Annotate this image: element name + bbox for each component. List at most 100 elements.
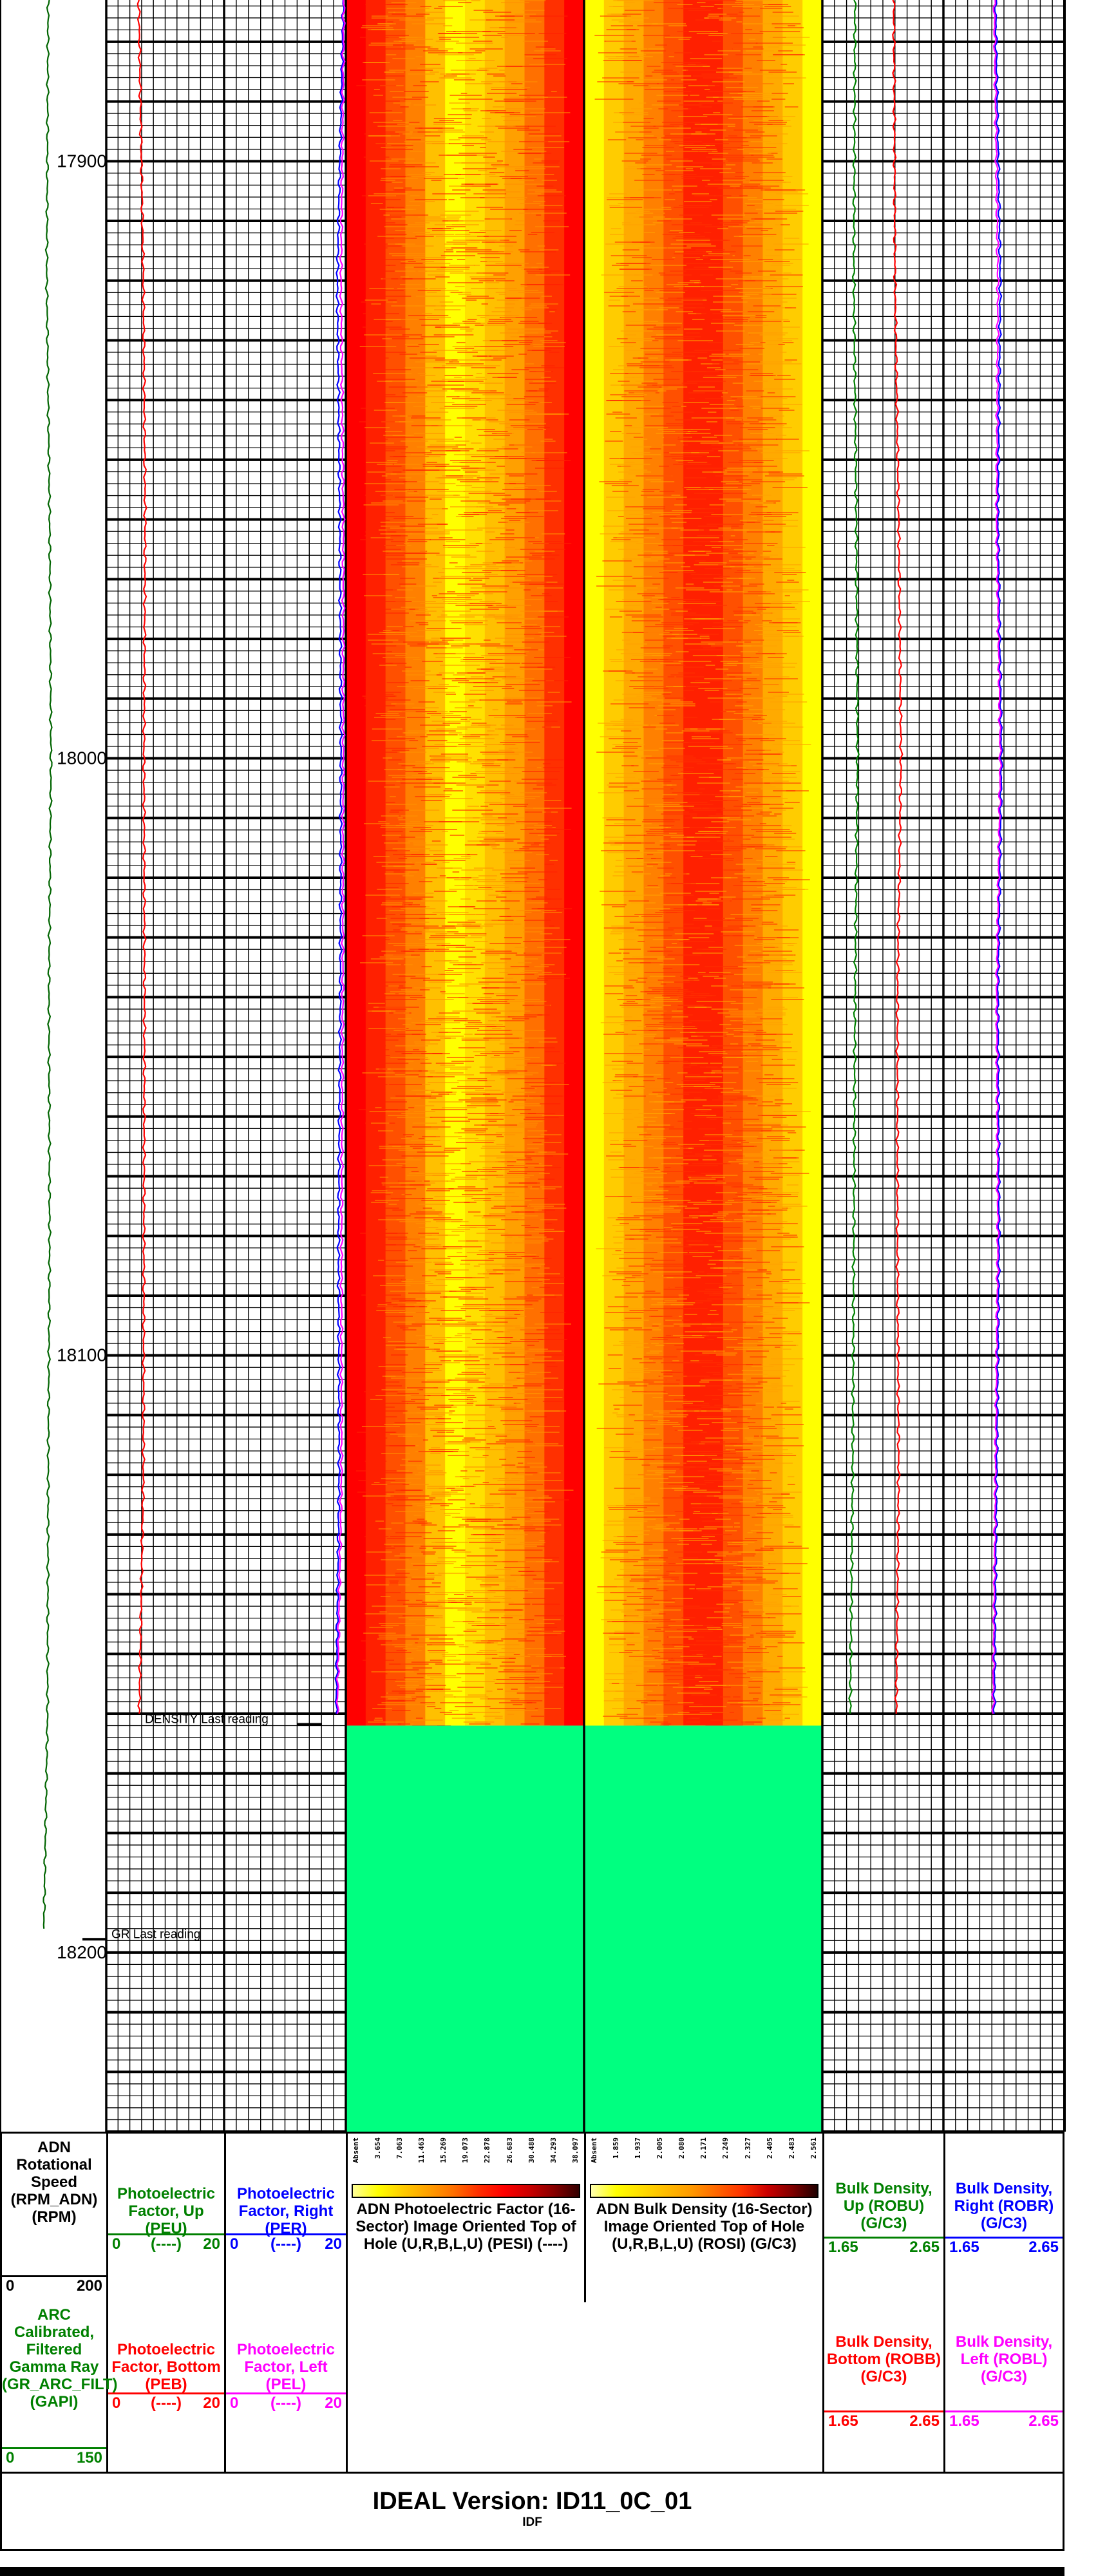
rosi-image-texture [755, 1039, 775, 1041]
pesi-image-texture [480, 752, 515, 753]
rosi-image-texture [736, 694, 752, 695]
rosi-image-texture [604, 837, 637, 838]
rosi-image-texture [599, 481, 632, 482]
pesi-image-texture [509, 1509, 529, 1510]
pesi-image-texture [529, 383, 548, 384]
pesi-image-texture [482, 1146, 515, 1147]
pesi-image-texture [446, 216, 461, 218]
pesi-image-texture [533, 1524, 562, 1526]
pesi-image-texture [524, 1530, 550, 1531]
rosi-image-texture [755, 624, 773, 625]
rosi-image-texture [675, 587, 705, 589]
pesi-image-texture [422, 466, 447, 467]
pesi-image-texture [435, 933, 470, 934]
rosi-image-texture [737, 570, 751, 571]
rosi-image-texture [778, 344, 785, 345]
pesi-image-texture [461, 1092, 486, 1093]
pesi-image-texture [368, 1403, 408, 1404]
rosi-image-texture [712, 1045, 749, 1046]
rosi-image-texture [714, 585, 728, 587]
rosi-image-texture [650, 25, 687, 26]
rosi-image-texture [638, 102, 647, 104]
pesi-image-texture [361, 1294, 401, 1296]
pesi-image-texture [384, 1544, 423, 1545]
pesi-image-texture [430, 1428, 471, 1429]
pesi-image-texture [519, 560, 533, 562]
rosi-image-texture [760, 176, 793, 177]
pesi-image-texture [520, 583, 554, 585]
rosi-image-texture [698, 788, 705, 790]
pesi-image-texture [381, 904, 402, 905]
pesi-image-texture [428, 274, 444, 276]
pesi-image-texture [420, 603, 457, 604]
pesi-image-texture [381, 1194, 391, 1195]
pesi-image-texture [433, 1563, 454, 1564]
pesi-image-texture [448, 968, 481, 969]
pesi-image-texture [482, 189, 506, 191]
pesi-image-texture [411, 1022, 439, 1023]
rosi-image-texture [753, 715, 767, 716]
rosi-image-texture [638, 744, 645, 745]
rosi-image-texture [742, 717, 761, 718]
pesi-image-texture [497, 410, 534, 411]
pesi-image-texture [491, 1242, 513, 1244]
rosi-image-texture [709, 893, 719, 894]
pesi-image-texture [461, 1372, 484, 1373]
pesi-image-texture [464, 1034, 473, 1035]
pesi-image-texture [466, 1003, 473, 1004]
rosi-image-texture [677, 603, 716, 604]
pesi-image-texture [433, 350, 468, 351]
pesi-image-texture [375, 1395, 412, 1396]
rosi-image-texture [661, 137, 690, 138]
pesi-image-texture [481, 261, 489, 262]
rosi-image-texture [610, 25, 634, 26]
pesi-image-texture [417, 373, 426, 374]
pesi-image-texture [498, 1656, 531, 1657]
pesi-image-texture [459, 738, 495, 739]
pesi-image-texture [397, 288, 428, 289]
pesi-image-texture [540, 340, 558, 341]
pesi-image-texture [464, 1190, 483, 1191]
pesi-image-texture [409, 686, 436, 687]
pesi-image-texture [471, 1611, 506, 1613]
pesi-image-texture [409, 201, 435, 202]
pesi-image-texture [428, 1285, 448, 1286]
pesi-image-texture [421, 439, 454, 440]
pesi-image-texture [361, 408, 395, 409]
rosi-image-texture [631, 765, 639, 766]
pesi-image-texture [409, 609, 415, 610]
pesi-image-texture [500, 958, 511, 960]
pesi-image-texture [442, 831, 448, 832]
pesi-image-texture [401, 989, 407, 990]
rosi-image-texture [733, 529, 770, 531]
pesi-image-texture [377, 126, 409, 127]
pesi-image-texture [502, 1424, 539, 1425]
pesi-image-texture [423, 980, 455, 981]
pesi-image-texture [390, 182, 403, 183]
rosi-image-texture [610, 703, 649, 705]
rosi-image-texture [732, 556, 770, 558]
rosi-image-texture [714, 435, 733, 436]
pesi-image-texture [487, 1229, 506, 1230]
rosi-image-texture [768, 56, 783, 57]
pesi-image-texture [428, 1652, 449, 1653]
pesi-image-texture [458, 404, 478, 405]
rosi-image-texture [730, 989, 758, 990]
pesi-image-texture [460, 365, 500, 366]
pesi-image-texture [377, 914, 395, 915]
pesi-image-texture [430, 539, 466, 540]
pesi-image-texture [383, 278, 399, 279]
pesi-image-texture [486, 73, 505, 75]
pesi-image-texture [459, 1646, 469, 1647]
pesi-image-texture [407, 1238, 439, 1240]
pesi-image-texture [491, 87, 519, 88]
pesi-image-texture [461, 869, 483, 871]
pesi-image-texture [442, 568, 468, 569]
rosi-image-texture [762, 815, 777, 817]
pesi-image-texture [447, 931, 459, 933]
rosi-image-texture [701, 286, 732, 287]
pesi-image-texture [418, 344, 439, 345]
pesi-image-texture [363, 696, 397, 697]
rosi-image-texture [630, 902, 656, 904]
pesi-image-texture [400, 585, 409, 587]
